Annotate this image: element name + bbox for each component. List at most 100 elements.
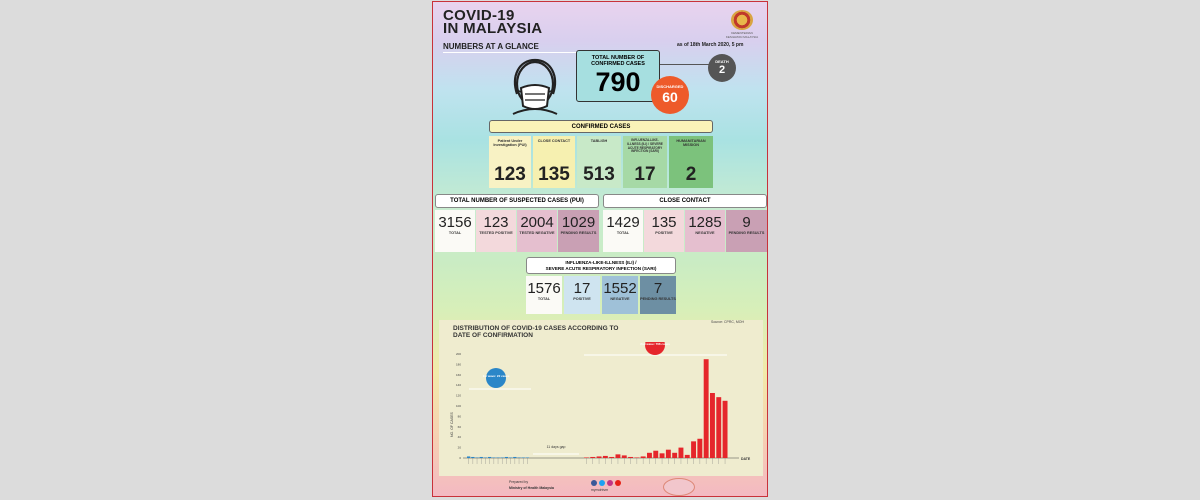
twitter-icon[interactable] bbox=[599, 480, 605, 486]
y-tick-label: 140 bbox=[456, 383, 461, 387]
wave1-label: 1st wave: 22 cases bbox=[483, 374, 510, 378]
confirmed-pui-label: Patient Under Investigation (PUI) bbox=[493, 139, 527, 148]
y-tick-label: 200 bbox=[456, 352, 461, 356]
wave2-bar bbox=[584, 457, 589, 458]
sari-positive-value: 17 bbox=[573, 280, 591, 297]
confirmed-sari-box: INFLUENZA-LIKE-ILLNESS (ILI) / SEVERE AC… bbox=[623, 136, 667, 188]
bar-group bbox=[467, 359, 728, 458]
y-tick-label: 0 bbox=[459, 456, 461, 460]
pui-negative-value: 2004 bbox=[520, 214, 554, 231]
confirmed-close-contact-label: CLOSE CONTACT bbox=[537, 139, 571, 143]
confirmed-close-contact-value: 135 bbox=[538, 164, 570, 185]
pui-negative-label: TESTED NEGATIVE bbox=[519, 231, 555, 235]
close-contact-header: CLOSE CONTACT bbox=[603, 194, 767, 208]
x-axis-ticks bbox=[468, 458, 726, 464]
wave2-bar bbox=[710, 393, 715, 458]
cc-pending-label: PENDING RESULTS bbox=[728, 231, 765, 235]
wave1-circle bbox=[486, 368, 506, 388]
subtitle-divider bbox=[443, 52, 579, 53]
sari-pending-label: PENDING RESULTS bbox=[640, 297, 676, 301]
pui-positive-value: 123 bbox=[483, 214, 509, 231]
confirmed-tabligh-value: 513 bbox=[583, 164, 615, 185]
y-tick-label: 100 bbox=[456, 404, 461, 408]
wave2-label: 2nd wave: 768 cases bbox=[640, 342, 670, 346]
wave2-bar bbox=[659, 453, 665, 458]
death-label: DEATH bbox=[715, 59, 729, 64]
wave2-circle bbox=[645, 342, 665, 355]
sari-total-box: 1576 TOTAL bbox=[526, 276, 562, 314]
y-tick-label: 80 bbox=[458, 414, 462, 418]
wave2-bar bbox=[609, 456, 615, 458]
pui-total-box: 3156 TOTAL bbox=[435, 210, 475, 252]
death-circle: DEATH 2 bbox=[708, 54, 736, 82]
chart-panel bbox=[439, 320, 763, 476]
sari-negative-value: 1552 bbox=[603, 280, 637, 297]
title-line1: COVID-19 bbox=[443, 7, 515, 24]
death-value: 2 bbox=[718, 64, 726, 76]
y-tick-label: 40 bbox=[458, 435, 462, 439]
connector-line bbox=[660, 64, 710, 65]
wave1-bar bbox=[504, 456, 509, 458]
y-tick-label: 120 bbox=[456, 394, 461, 398]
instagram-icon[interactable] bbox=[607, 480, 613, 486]
pui-header: TOTAL NUMBER OF SUSPECTED CASES (PUI) bbox=[435, 194, 599, 208]
discharged-circle: DISCHARGED 60 bbox=[651, 76, 689, 114]
confirmed-tabligh-label: TABLIGH bbox=[590, 139, 608, 143]
pui-positive-box: 123 TESTED POSITIVE bbox=[476, 210, 516, 252]
y-tick-label: 60 bbox=[458, 425, 462, 429]
wave2-bar bbox=[647, 452, 652, 458]
y-tick-label: 20 bbox=[458, 446, 462, 450]
confirmed-close-contact-box: CLOSE CONTACT 135 bbox=[533, 136, 575, 188]
y-tick-label: 180 bbox=[456, 362, 461, 366]
cc-positive-label: POSITIVE bbox=[655, 231, 673, 235]
wave2-bar bbox=[678, 447, 684, 458]
wave1-bar bbox=[475, 457, 479, 458]
as-of-date: as of 18th March 2020, 5 pm bbox=[677, 42, 744, 48]
wave1-bar bbox=[525, 457, 530, 458]
facebook-icon[interactable] bbox=[591, 480, 597, 486]
confirmed-humanitarian-box: HUMANITARIAN MISSION 2 bbox=[669, 136, 713, 188]
pui-total-label: TOTAL bbox=[448, 231, 462, 235]
wave1-bar bbox=[500, 457, 504, 458]
wave1-bar bbox=[483, 457, 488, 458]
chart-source: Source: CPRC, MOH bbox=[711, 320, 745, 324]
wave2-bar bbox=[722, 400, 728, 458]
pui-pending-box: 1029 PENDING RESULTS bbox=[558, 210, 599, 252]
pui-pending-value: 1029 bbox=[561, 214, 596, 231]
title-line2: IN MALAYSIA bbox=[443, 20, 543, 37]
cc-pending-box: 9 PENDING RESULTS bbox=[726, 210, 767, 252]
confirmed-humanitarian-value: 2 bbox=[685, 164, 697, 185]
moh-seal-logo bbox=[731, 10, 753, 30]
cc-positive-box: 135 POSITIVE bbox=[644, 210, 684, 252]
sari-total-value: 1576 bbox=[527, 280, 561, 297]
x-axis-label: DATE bbox=[741, 457, 751, 461]
cc-total-label: TOTAL bbox=[616, 231, 630, 235]
subtitle: NUMBERS AT A GLANCE bbox=[443, 42, 539, 51]
wave2-bar bbox=[691, 441, 697, 458]
pui-total-value: 3156 bbox=[438, 214, 472, 231]
youtube-icon[interactable] bbox=[615, 480, 621, 486]
cc-total-value: 1429 bbox=[606, 214, 640, 231]
confirmed-sari-value: 17 bbox=[634, 164, 656, 185]
y-axis-label: NO. OF CASES bbox=[450, 411, 454, 437]
pui-pending-label: PENDING RESULTS bbox=[560, 231, 597, 235]
y-tick-label: 160 bbox=[456, 373, 461, 377]
infographic-poster: COVID-19 IN MALAYSIA KEMENTERIAN KESIHAT… bbox=[432, 1, 768, 497]
discharged-label: DISCHARGED bbox=[656, 84, 684, 89]
wave1-bar bbox=[467, 456, 471, 458]
sari-total-label: TOTAL bbox=[537, 297, 551, 301]
confirmed-humanitarian-label: HUMANITARIAN MISSION bbox=[676, 139, 706, 148]
wave2-bar bbox=[615, 454, 621, 458]
wave2-bar bbox=[697, 438, 703, 458]
cc-pending-value: 9 bbox=[742, 214, 751, 231]
wave2-bar bbox=[628, 456, 634, 458]
confirmed-pui-value: 123 bbox=[494, 164, 526, 185]
sari-negative-box: 1552 NEGATIVE bbox=[602, 276, 638, 314]
wave1-bar bbox=[513, 456, 517, 458]
discharged-value: 60 bbox=[662, 89, 678, 105]
cc-negative-box: 1285 NEGATIVE bbox=[685, 210, 725, 252]
wave2-bar bbox=[684, 454, 690, 458]
wave2-bar bbox=[602, 455, 608, 458]
confirmed-tabligh-box: TABLIGH 513 bbox=[577, 136, 621, 188]
